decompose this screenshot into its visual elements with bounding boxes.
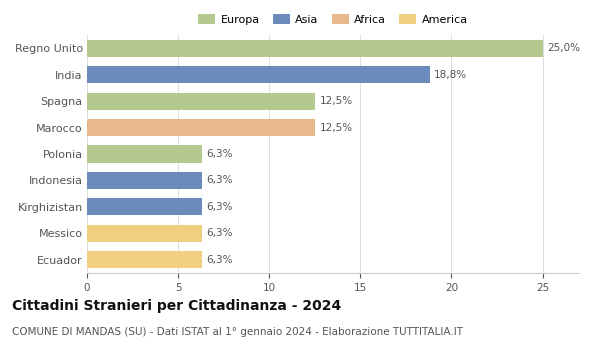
Text: 6,3%: 6,3% [206,255,233,265]
Bar [87,251,202,268]
Text: 6,3%: 6,3% [206,228,233,238]
Bar [87,119,315,136]
Bar [87,92,315,110]
Text: 6,3%: 6,3% [206,149,233,159]
Text: COMUNE DI MANDAS (SU) - Dati ISTAT al 1° gennaio 2024 - Elaborazione TUTTITALIA.: COMUNE DI MANDAS (SU) - Dati ISTAT al 1°… [12,327,463,337]
Bar [87,172,202,189]
Text: Cittadini Stranieri per Cittadinanza - 2024: Cittadini Stranieri per Cittadinanza - 2… [12,299,341,313]
Bar [87,225,202,242]
Bar [87,40,542,57]
Text: 6,3%: 6,3% [206,175,233,186]
Text: 18,8%: 18,8% [434,70,467,80]
Text: 25,0%: 25,0% [547,43,580,53]
Text: 6,3%: 6,3% [206,202,233,212]
Bar [87,145,202,163]
Legend: Europa, Asia, Africa, America: Europa, Asia, Africa, America [198,14,468,25]
Text: 12,5%: 12,5% [319,122,352,133]
Text: 12,5%: 12,5% [319,96,352,106]
Bar [87,198,202,216]
Bar [87,66,430,83]
